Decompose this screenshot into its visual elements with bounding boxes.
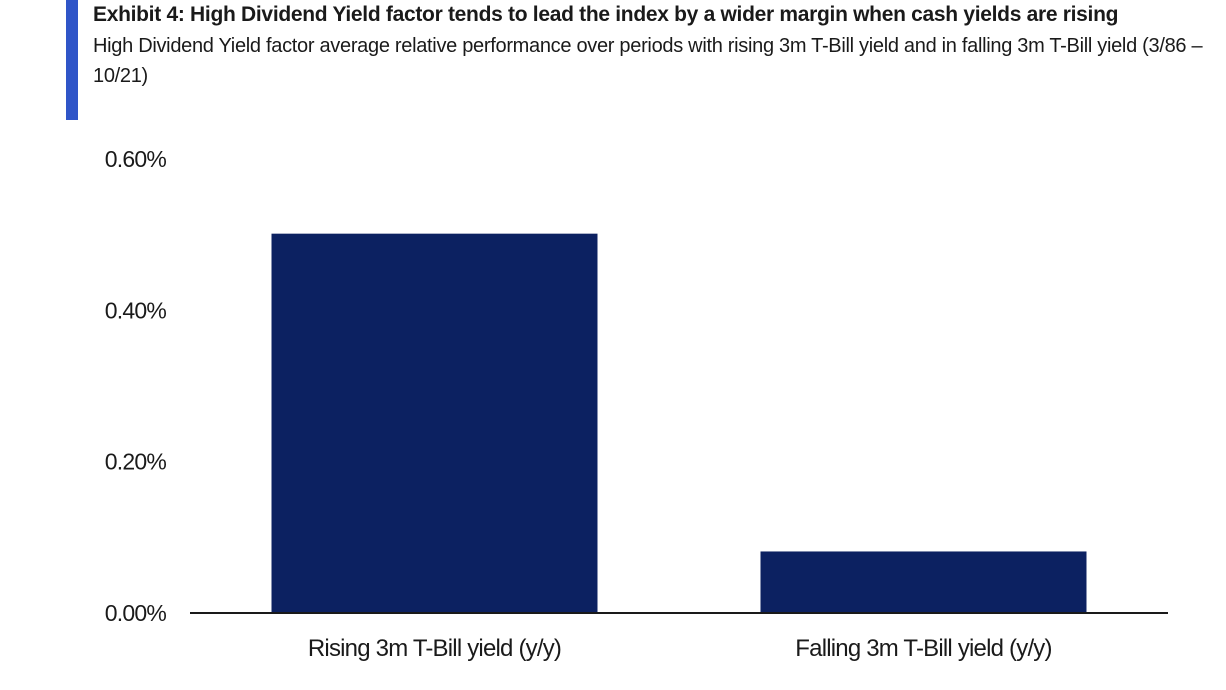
y-tick-label: 0.40%	[105, 297, 167, 323]
x-tick-label: Rising 3m T-Bill yield (y/y)	[308, 635, 561, 662]
bars	[271, 233, 1087, 612]
x-tick-label: Falling 3m T-Bill yield (y/y)	[795, 635, 1051, 662]
chart-title: Exhibit 4: High Dividend Yield factor te…	[93, 3, 1119, 26]
chart-header: Exhibit 4: High Dividend Yield factor te…	[93, 0, 1203, 91]
bar-rising	[271, 233, 598, 612]
y-tick-label: 0.60%	[105, 146, 167, 172]
y-axis-ticks: 0.00% 0.20% 0.40% 0.60%	[105, 146, 167, 626]
chart-subtitle: High Dividend Yield factor average relat…	[93, 35, 1203, 87]
x-axis-labels: Rising 3m T-Bill yield (y/y) Falling 3m T…	[308, 635, 1053, 662]
accent-bar	[66, 0, 78, 120]
bar-falling	[760, 551, 1087, 612]
y-tick-label: 0.20%	[105, 449, 167, 475]
y-tick-label: 0.00%	[105, 600, 167, 626]
